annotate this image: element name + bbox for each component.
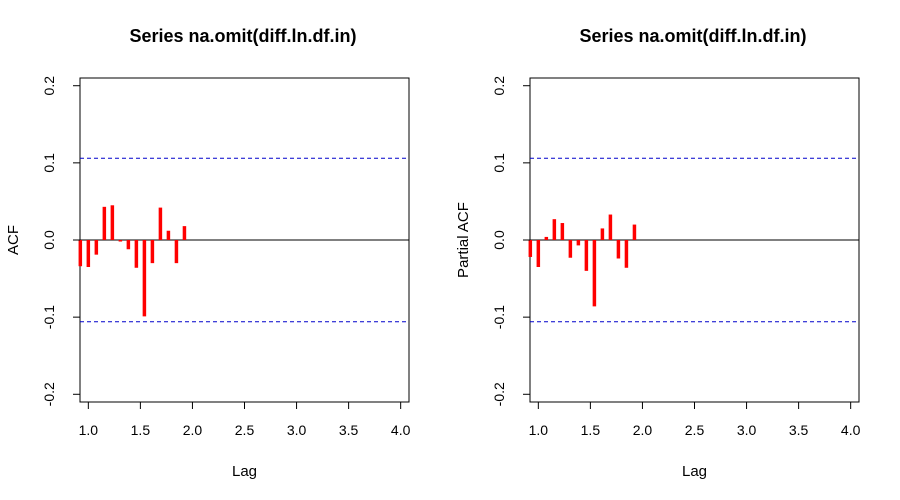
x-tick-label: 1.0 bbox=[529, 422, 549, 438]
y-tick-label: 0.1 bbox=[41, 153, 57, 173]
y-tick-label: 0.2 bbox=[491, 76, 507, 96]
x-axis-label: Lag bbox=[232, 463, 257, 480]
x-tick-label: 4.0 bbox=[391, 422, 411, 438]
x-tick-label: 3.5 bbox=[789, 422, 809, 438]
y-tick-label: -0.2 bbox=[491, 382, 507, 406]
x-tick-label: 4.0 bbox=[841, 422, 861, 438]
y-axis-label: Partial ACF bbox=[455, 202, 472, 278]
x-axis-label: Lag bbox=[682, 463, 707, 480]
y-tick-label: 0.1 bbox=[491, 153, 507, 173]
x-tick-label: 3.0 bbox=[737, 422, 757, 438]
y-tick-label: -0.2 bbox=[41, 382, 57, 406]
y-tick-label: -0.1 bbox=[41, 305, 57, 329]
x-tick-label: 1.5 bbox=[581, 422, 601, 438]
x-tick-label: 2.5 bbox=[235, 422, 255, 438]
x-tick-label: 2.5 bbox=[685, 422, 705, 438]
x-tick-label: 2.0 bbox=[183, 422, 203, 438]
x-tick-label: 1.0 bbox=[79, 422, 99, 438]
x-tick-label: 1.5 bbox=[131, 422, 151, 438]
chart-title: Series na.omit(diff.ln.df.in) bbox=[579, 26, 806, 46]
y-tick-label: 0.2 bbox=[41, 76, 57, 96]
x-tick-label: 3.0 bbox=[287, 422, 307, 438]
x-tick-label: 2.0 bbox=[633, 422, 653, 438]
y-tick-label: -0.1 bbox=[491, 305, 507, 329]
chart-title: Series na.omit(diff.ln.df.in) bbox=[129, 26, 356, 46]
y-tick-label: 0.0 bbox=[41, 230, 57, 250]
x-tick-label: 3.5 bbox=[339, 422, 359, 438]
y-tick-label: 0.0 bbox=[491, 230, 507, 250]
y-axis-label: ACF bbox=[5, 225, 22, 255]
